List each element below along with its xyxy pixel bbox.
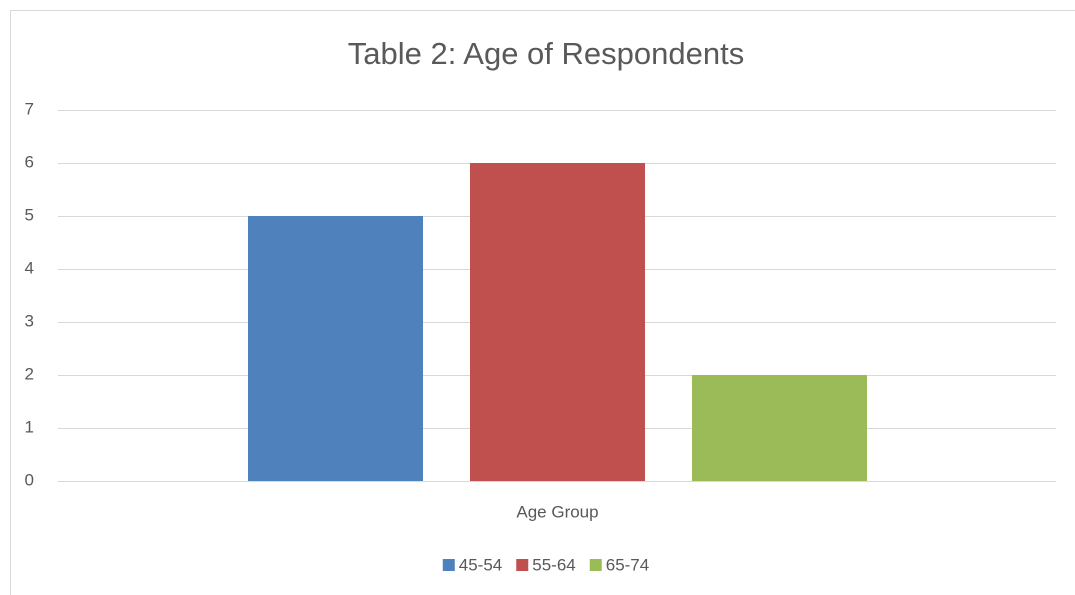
bar — [470, 163, 645, 481]
y-tick-label: 0 — [25, 470, 34, 489]
legend-label: 55-64 — [532, 555, 575, 574]
bar — [692, 375, 867, 481]
y-tick-label: 7 — [25, 99, 34, 118]
legend-label: 45-54 — [459, 555, 502, 574]
legend-swatch — [442, 559, 455, 571]
x-tick-label: Age Group — [516, 502, 598, 521]
y-tick-label: 5 — [25, 205, 34, 224]
legend-swatch — [589, 559, 602, 571]
y-tick-label: 6 — [25, 152, 34, 171]
legend-label: 65-74 — [606, 555, 649, 574]
legend-swatch — [516, 559, 529, 571]
y-tick-label: 1 — [25, 417, 34, 436]
y-tick-label: 3 — [25, 311, 34, 330]
y-tick-label: 4 — [25, 258, 34, 277]
chart-title: Table 2: Age of Respondents — [348, 36, 744, 71]
bar — [248, 216, 423, 481]
y-tick-label: 2 — [25, 364, 34, 383]
